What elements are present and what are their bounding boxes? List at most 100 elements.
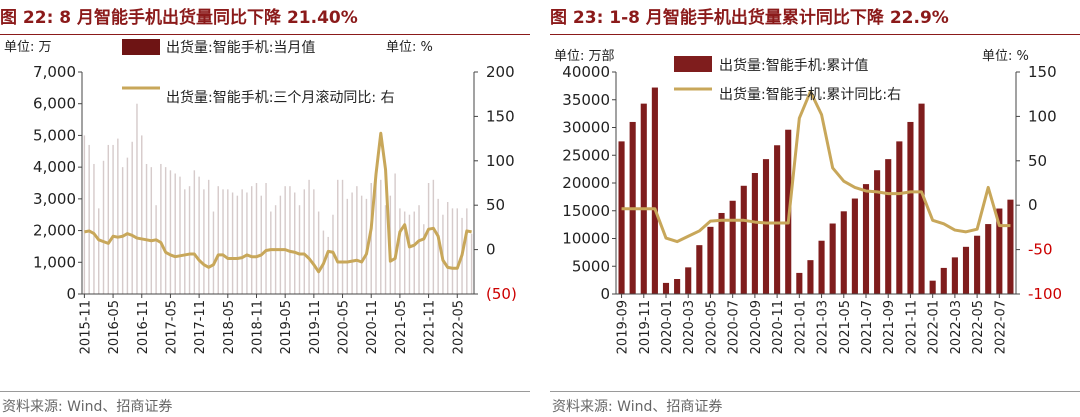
bar-2022-06 xyxy=(985,224,992,294)
bar-2016-12 xyxy=(145,163,148,294)
bar-2018-12 xyxy=(260,195,262,294)
bar-2020-06 xyxy=(718,212,725,294)
bar-2019-07 xyxy=(294,192,296,294)
bar-2022-01 xyxy=(929,280,936,294)
bar-2019-06 xyxy=(289,186,291,294)
bar-2018-05 xyxy=(227,189,229,294)
bar-2021-09 xyxy=(885,159,892,294)
legend-label-line: 出货量:智能手机:累计同比:右 xyxy=(719,86,901,103)
bar-2019-11 xyxy=(313,189,315,294)
bar-2021-02 xyxy=(384,205,387,294)
x-tick-label: 2018-05 xyxy=(222,300,237,354)
bar-2021-07 xyxy=(862,184,870,294)
series-line-yoy xyxy=(621,90,1011,244)
bar-2020-06 xyxy=(346,198,349,294)
left-tick-label: 40000 xyxy=(562,63,610,81)
bar-2016-02 xyxy=(98,208,100,294)
x-tick-label: 2022-05 xyxy=(451,300,466,354)
bar-2021-08 xyxy=(413,211,415,294)
bar-2022-05 xyxy=(974,235,981,294)
x-tick-label: 2021-09 xyxy=(882,300,897,354)
left-unit-label: 单位: 万部 xyxy=(554,49,615,64)
right-tick-label: -100 xyxy=(1028,285,1062,303)
bar-2016-06 xyxy=(117,138,119,294)
right-tick-label: 150 xyxy=(1028,63,1057,81)
bar-2017-10 xyxy=(193,170,196,294)
bar-2018-03 xyxy=(217,186,219,294)
left-tick-label: 2,000 xyxy=(33,222,76,240)
bar-2020-09 xyxy=(360,195,363,294)
bar-2019-11 xyxy=(640,103,647,294)
bar-2017-04 xyxy=(164,167,167,294)
bar-2016-04 xyxy=(107,144,110,294)
bar-2021-03 xyxy=(818,240,825,294)
left-tick-label: 0 xyxy=(600,285,610,303)
bar-2018-04 xyxy=(222,189,224,294)
bar-2021-06 xyxy=(851,198,858,294)
source-divider xyxy=(0,391,530,392)
left-tick-label: 25000 xyxy=(562,146,610,164)
x-tick-label: 2021-01 xyxy=(793,300,808,354)
bar-2021-05 xyxy=(399,208,401,294)
source-note: 资料来源: Wind、招商证券 xyxy=(552,399,723,415)
bar-2020-04 xyxy=(337,179,339,294)
bar-2016-05 xyxy=(112,144,114,294)
x-tick-label: 2020-01 xyxy=(660,300,675,354)
bar-2018-07 xyxy=(236,195,239,294)
legend-swatch-bar xyxy=(122,39,160,55)
left-tick-label: 10000 xyxy=(562,230,610,248)
bar-2020-11 xyxy=(774,145,781,294)
chart-title: 图 22: 8 月智能手机出货量同比下降 21.40% xyxy=(0,8,358,28)
left-tick-label: 5000 xyxy=(572,257,610,275)
legend-label-bar: 出货量:智能手机:当月值 xyxy=(166,39,315,56)
left-tick-label: 20000 xyxy=(562,174,610,192)
x-tick-label: 2021-05 xyxy=(394,300,409,354)
bar-2022-03 xyxy=(951,257,958,294)
bar-2021-06 xyxy=(403,211,406,294)
bar-2022-04 xyxy=(962,246,970,294)
left-tick-label: 6,000 xyxy=(33,95,76,113)
bar-2020-07 xyxy=(351,192,353,294)
bar-2021-09 xyxy=(418,205,420,294)
bar-2017-05 xyxy=(169,170,172,294)
title-divider xyxy=(0,34,530,35)
right-unit-label: 单位: % xyxy=(386,40,433,55)
left-unit-label: 单位: 万 xyxy=(4,40,52,55)
x-tick-label: 2020-09 xyxy=(749,300,764,354)
bar-2015-11 xyxy=(83,135,86,294)
bar-2019-12 xyxy=(651,87,658,294)
x-tick-label: 2015-11 xyxy=(78,300,93,354)
bar-2021-12 xyxy=(432,179,435,294)
x-tick-label: 2020-05 xyxy=(704,300,719,354)
title-divider xyxy=(550,34,1080,35)
bar-2020-05 xyxy=(341,179,344,294)
bar-2018-08 xyxy=(241,189,243,294)
bar-2017-01 xyxy=(150,167,153,294)
bar-2021-01 xyxy=(380,179,382,294)
right-tick-label: 50 xyxy=(486,196,505,214)
chart-cumulative-shipments: 单位: 万部 单位: % 0 5000 10000 15000 20000 25000 3000… xyxy=(554,49,1062,354)
bar-2021-01 xyxy=(796,272,803,294)
bar-2017-06 xyxy=(174,173,176,294)
right-tick-label: 0 xyxy=(486,241,496,259)
legend-label-line: 出货量:智能手机:三个月滚动同比: 右 xyxy=(166,89,395,106)
x-tick-label: 2020-11 xyxy=(771,300,786,354)
left-tick-label: 7,000 xyxy=(33,63,76,81)
bar-2020-02 xyxy=(674,279,681,294)
x-tick-label: 2016-11 xyxy=(136,300,151,354)
x-tick-label: 2020-05 xyxy=(337,300,352,354)
x-tick-label: 2018-11 xyxy=(250,300,265,354)
x-tick-label: 2021-05 xyxy=(838,300,853,354)
left-tick-label: 1,000 xyxy=(33,253,76,271)
left-tick-label: 3,000 xyxy=(33,190,76,208)
bar-2021-04 xyxy=(394,173,396,294)
bar-2017-12 xyxy=(203,189,205,294)
bar-2022-08 xyxy=(1007,199,1014,294)
x-tick-label: 2019-05 xyxy=(279,300,294,354)
x-tick-label: 2022-01 xyxy=(927,300,942,354)
x-tick-label: 2021-03 xyxy=(816,300,831,354)
x-tick-label: 2019-11 xyxy=(308,300,323,354)
bar-2016-03 xyxy=(102,160,105,294)
bar-2018-02 xyxy=(212,211,215,294)
series-line-yoy xyxy=(84,131,472,274)
